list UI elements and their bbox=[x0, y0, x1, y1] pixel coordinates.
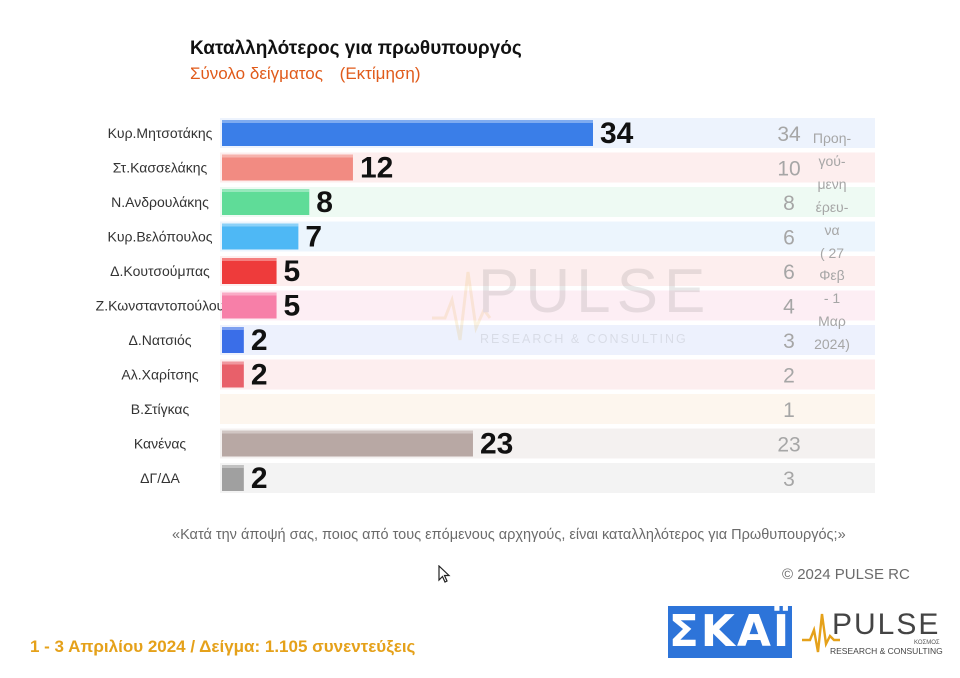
category-label: Δ.Κουτσούμπας bbox=[110, 263, 210, 279]
previous-value: 2 bbox=[783, 365, 795, 388]
survey-question: «Κατά την άποψή σας, ποιος από τους επόμ… bbox=[172, 527, 846, 543]
previous-note-line: να bbox=[824, 221, 840, 238]
watermark-brand: PULSE bbox=[478, 257, 711, 326]
bar bbox=[222, 465, 244, 491]
previous-note-line: Προη- bbox=[812, 130, 852, 146]
previous-value: 6 bbox=[783, 227, 795, 250]
category-label: ΔΓ/ΔΑ bbox=[140, 470, 180, 486]
value-label: 23 bbox=[480, 428, 513, 461]
category-label: Ν.Ανδρουλάκης bbox=[111, 194, 209, 210]
previous-note-line: μενη bbox=[817, 175, 847, 192]
bar-highlight bbox=[222, 465, 244, 468]
value-label: 7 bbox=[305, 221, 322, 254]
category-label: Ζ.Κωνσταντοπούλου bbox=[96, 298, 225, 314]
skai-logo: ΣΚΑΪ bbox=[668, 606, 792, 658]
value-label: 12 bbox=[360, 152, 393, 185]
footer-date-sample: 1 - 3 Απριλίου 2024 / Δείγμα: 1.105 συνε… bbox=[30, 637, 416, 656]
category-label: Αλ.Χαρίτσης bbox=[121, 367, 198, 383]
bar bbox=[222, 258, 277, 284]
watermark: PULSE RESEARCH & CONSULTING bbox=[432, 257, 711, 346]
skai-logo-text: ΣΚΑΪ bbox=[668, 606, 792, 657]
value-label: 2 bbox=[251, 359, 268, 392]
bar-highlight bbox=[222, 189, 310, 192]
previous-note-line: Μαρ bbox=[818, 313, 846, 330]
previous-value: 3 bbox=[783, 330, 795, 353]
previous-note-line: ( 27 bbox=[819, 244, 845, 261]
value-label: 34 bbox=[600, 117, 634, 150]
previous-note-line: έρευ- bbox=[815, 198, 849, 215]
subtitle-estimate: (Εκτίμηση) bbox=[339, 64, 421, 83]
bar-highlight bbox=[222, 430, 473, 434]
previous-value: 34 bbox=[777, 123, 801, 146]
bar bbox=[222, 223, 299, 250]
category-label: Κυρ.Βελόπουλος bbox=[107, 229, 212, 245]
value-label: 2 bbox=[251, 324, 268, 357]
value-label: 8 bbox=[316, 186, 333, 219]
value-label: 2 bbox=[251, 462, 268, 495]
previous-value: 8 bbox=[783, 192, 795, 215]
previous-note-line: - 1 bbox=[823, 290, 841, 307]
category-label: Δ.Νατσιός bbox=[128, 332, 191, 348]
bar bbox=[222, 361, 244, 388]
bar-highlight bbox=[222, 258, 277, 261]
previous-value: 10 bbox=[777, 158, 800, 181]
previous-note-line: 2024) bbox=[814, 336, 850, 353]
watermark-pulse-line bbox=[432, 271, 492, 341]
previous-note-line: Φεβ bbox=[819, 267, 845, 284]
previous-value: 1 bbox=[783, 399, 795, 422]
previous-value: 6 bbox=[783, 261, 795, 284]
subtitle-sample: Σύνολο δείγματος bbox=[190, 64, 323, 83]
bar-highlight bbox=[222, 292, 277, 296]
value-label: 5 bbox=[284, 290, 301, 323]
bar bbox=[222, 292, 277, 319]
bar bbox=[222, 430, 473, 457]
bar bbox=[222, 120, 593, 146]
previous-value: 4 bbox=[783, 296, 795, 319]
row-background bbox=[220, 187, 875, 217]
bar-highlight bbox=[222, 154, 353, 158]
row-background bbox=[220, 463, 875, 493]
row-background bbox=[220, 221, 875, 252]
bar-highlight bbox=[222, 223, 299, 227]
category-label: Στ.Κασσελάκης bbox=[113, 160, 208, 176]
bar bbox=[222, 327, 244, 353]
category-label: Κυρ.Μητσοτάκης bbox=[108, 125, 213, 141]
bar bbox=[222, 154, 353, 181]
row-background bbox=[220, 359, 875, 390]
row-background bbox=[220, 290, 875, 321]
category-label: Κανένας bbox=[134, 436, 187, 452]
row-background bbox=[220, 325, 875, 355]
bar-highlight bbox=[222, 120, 593, 123]
pulse-logo: PULSE ΚΟΣΜΟΣ RESEARCH & CONSULTING bbox=[802, 608, 943, 656]
row-background bbox=[220, 256, 875, 286]
previous-survey-note: Προη-γού-μενη έρευ-να ( 27 Φεβ - 1 Μαρ 2024) bbox=[808, 127, 856, 356]
chart-subtitle: Σύνολο δείγματος (Εκτίμηση) bbox=[190, 64, 421, 84]
bar bbox=[222, 189, 310, 215]
category-label: Β.Στίγκας bbox=[131, 401, 190, 417]
chart-title: Καταλληλότερος για πρωθυπουργός bbox=[190, 38, 522, 59]
previous-value: 3 bbox=[783, 468, 795, 491]
previous-note-line: γού- bbox=[818, 152, 846, 169]
bar-highlight bbox=[222, 327, 244, 330]
copyright: © 2024 PULSE RC bbox=[782, 566, 910, 583]
pulse-logo-text: PULSE bbox=[832, 608, 940, 641]
mouse-cursor-icon bbox=[438, 565, 451, 583]
value-label: 5 bbox=[284, 255, 301, 288]
watermark-tagline: RESEARCH & CONSULTING bbox=[480, 332, 688, 346]
row-background bbox=[220, 394, 875, 424]
pulse-logo-small: ΚΟΣΜΟΣ bbox=[914, 640, 940, 646]
previous-value: 23 bbox=[777, 434, 800, 457]
bar-highlight bbox=[222, 361, 244, 365]
pulse-logo-tagline: RESEARCH & CONSULTING bbox=[830, 646, 943, 656]
